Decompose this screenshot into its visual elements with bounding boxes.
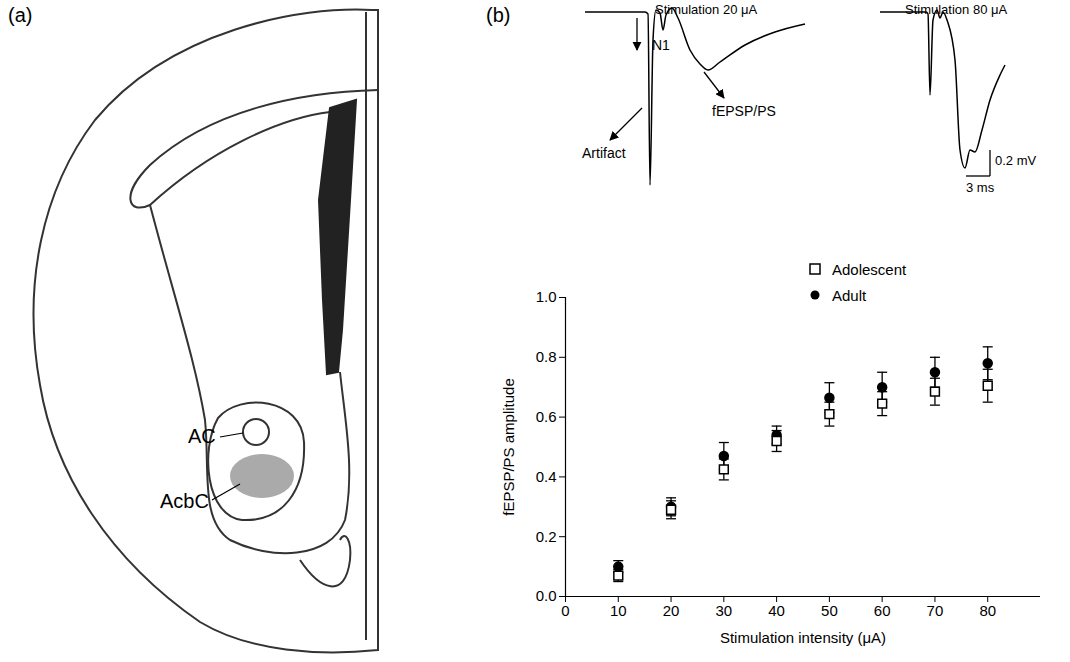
svg-text:Stimulation 80 μA: Stimulation 80 μA [905, 2, 1007, 17]
svg-text:1.0: 1.0 [536, 288, 557, 305]
svg-text:AC: AC [188, 425, 216, 447]
svg-text:30: 30 [715, 602, 732, 619]
svg-text:0.8: 0.8 [536, 348, 557, 365]
svg-text:80: 80 [979, 602, 996, 619]
svg-text:40: 40 [768, 602, 785, 619]
svg-text:50: 50 [821, 602, 838, 619]
svg-text:0.2 mV: 0.2 mV [995, 153, 1037, 168]
svg-text:fEPSP/PS amplitude: fEPSP/PS amplitude [500, 378, 517, 516]
svg-text:Artifact: Artifact [582, 145, 626, 161]
svg-text:70: 70 [927, 602, 944, 619]
svg-text:(a): (a) [8, 4, 32, 26]
svg-text:0.0: 0.0 [536, 587, 557, 604]
svg-text:0.4: 0.4 [536, 468, 557, 485]
svg-text:Stimulation 20 μA: Stimulation 20 μA [655, 2, 757, 17]
svg-text:AcbC: AcbC [160, 490, 209, 512]
svg-text:(b): (b) [486, 4, 510, 26]
svg-text:20: 20 [663, 602, 680, 619]
svg-text:0.6: 0.6 [536, 408, 557, 425]
svg-text:fEPSP/PS: fEPSP/PS [712, 103, 776, 119]
svg-text:0.2: 0.2 [536, 528, 557, 545]
svg-text:60: 60 [874, 602, 891, 619]
html-text:Adult: Adult [832, 286, 867, 304]
svg-text:N1: N1 [652, 37, 670, 53]
svg-text:3 ms: 3 ms [966, 180, 995, 195]
svg-text:Stimulation intensity (μA): Stimulation intensity (μA) [720, 629, 886, 646]
html-text:Adolescent: Adolescent [832, 260, 907, 278]
svg-text:10: 10 [610, 602, 627, 619]
svg-text:0: 0 [561, 602, 569, 619]
